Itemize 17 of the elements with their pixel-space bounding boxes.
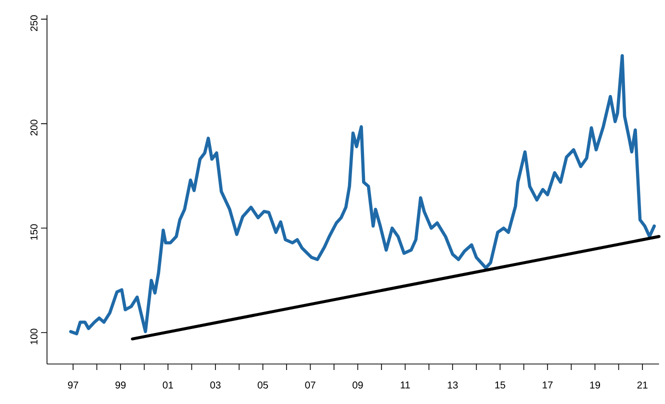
x-tick-label: 07 [305,382,316,389]
x-tick-label: 09 [352,382,363,389]
x-tick-label: 21 [637,382,648,388]
x-tick-label: 15 [495,382,506,388]
x-tick-label: 05 [258,382,268,389]
y-tick-label: 200 [30,120,38,136]
x-tick-label: 19 [590,382,600,389]
y-tick-label: 100 [30,328,38,344]
x-tick-label: 17 [542,382,553,388]
y-tick-label: 250 [30,15,38,31]
x-tick-label: 13 [448,382,458,389]
x-tick-label: 01 [162,382,174,389]
x-tick-label: 99 [115,382,126,389]
x-tick-label: 97 [68,382,78,389]
x-tick-label: 11 [400,382,410,388]
y-tick-label: 150 [30,224,38,240]
x-tick-label: 03 [210,382,221,389]
